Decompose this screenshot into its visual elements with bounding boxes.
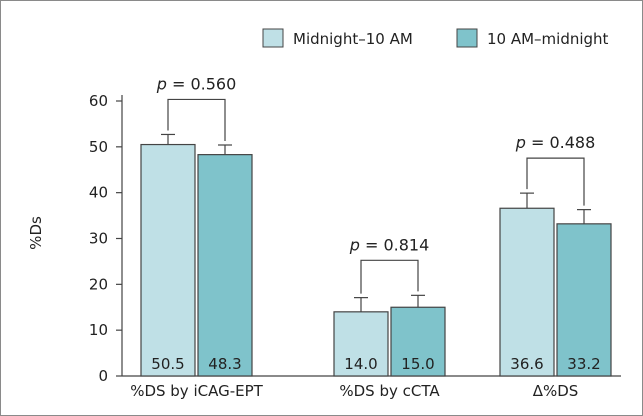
p-value-annotation: p = 0.814 xyxy=(349,235,430,254)
significance-bracket xyxy=(526,157,585,206)
bar xyxy=(390,306,446,377)
legend-label-10am-midnight: 10 AM–midnight xyxy=(487,30,609,48)
y-tick-label: 30 xyxy=(89,230,108,248)
y-tick-label: 60 xyxy=(89,92,108,110)
data-label: 36.6 xyxy=(510,355,543,373)
legend-swatch-10am-midnight xyxy=(456,28,478,48)
bar xyxy=(333,311,389,377)
p-value-annotation: p = 0.560 xyxy=(156,74,237,93)
y-tick-label: 50 xyxy=(89,138,108,156)
significance-bracket xyxy=(167,98,226,141)
data-label: 50.5 xyxy=(151,355,184,373)
bar xyxy=(499,207,555,377)
y-tick-label: 20 xyxy=(89,275,108,293)
data-label: 33.2 xyxy=(567,355,600,373)
bar xyxy=(140,143,196,377)
data-label: 15.0 xyxy=(401,355,434,373)
significance-bracket xyxy=(360,259,419,294)
bar xyxy=(197,154,253,377)
bar xyxy=(556,223,612,377)
p-value-annotation: p = 0.488 xyxy=(515,133,596,152)
plot-area: 0 10 20 30 40 50 60 50.5 48.3 %DS by iCAG-EPT 14.0… xyxy=(89,74,621,400)
legend-swatch-midnight-10am xyxy=(262,28,284,48)
y-tick-label: 10 xyxy=(89,321,108,339)
data-label: 14.0 xyxy=(344,355,377,373)
y-tick-label: 40 xyxy=(89,184,108,202)
y-axis-label: %Ds xyxy=(27,216,45,250)
x-category-label: Δ%DS xyxy=(533,382,579,400)
data-label: 48.3 xyxy=(208,355,241,373)
legend-label-midnight-10am: Midnight–10 AM xyxy=(293,30,413,48)
x-category-label: %DS by cCTA xyxy=(339,382,440,400)
y-tick-label: 0 xyxy=(98,367,108,385)
legend: Midnight–10 AM 10 AM–midnight xyxy=(262,28,609,48)
x-category-label: %DS by iCAG-EPT xyxy=(130,382,263,400)
